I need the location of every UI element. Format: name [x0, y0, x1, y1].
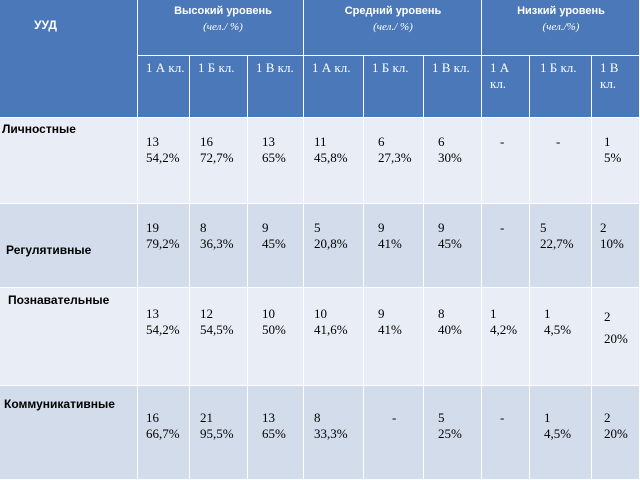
row-label-cell: Коммуникативные: [0, 386, 138, 480]
data-cell: 12 54,5%: [190, 288, 248, 386]
data-cell: 13 65%: [248, 386, 304, 480]
data-cell: 5 22,7%: [530, 204, 592, 288]
level-header-high: Высокий уровень (чел./ %): [138, 0, 304, 56]
data-cell: 9 41%: [364, 288, 424, 386]
data-cell: 10 50%: [248, 288, 304, 386]
data-cell: 6 30%: [424, 118, 482, 204]
data-cell: 9 41%: [364, 204, 424, 288]
data-cell: 1 4,5%: [530, 386, 592, 480]
data-cell: 10 41,6%: [304, 288, 364, 386]
class-header: 1 Б кл.: [190, 56, 248, 118]
data-cell: 9 45%: [248, 204, 304, 288]
data-cell: -: [364, 386, 424, 480]
class-header: 1 В кл.: [592, 56, 640, 118]
level-header-mid: Средний уровень (чел./ %): [304, 0, 482, 56]
class-header: 1 В кл.: [248, 56, 304, 118]
level-title-high: Высокий уровень (чел./ %): [174, 5, 272, 33]
class-header: 1 А кл.: [138, 56, 190, 118]
data-cell: 16 72,7%: [190, 118, 248, 204]
data-cell: -: [482, 386, 530, 480]
class-header: 1 Б кл.: [530, 56, 592, 118]
data-cell: 13 65%: [248, 118, 304, 204]
row-label: Коммуникативные: [4, 397, 115, 411]
row-label: Познавательные: [8, 293, 110, 307]
data-cell: 5 20,8%: [304, 204, 364, 288]
data-cell: 21 95,5%: [190, 386, 248, 480]
data-cell: 1 4,2%: [482, 288, 530, 386]
data-cell: 2 10%: [592, 204, 640, 288]
class-header: 1 Б кл.: [364, 56, 424, 118]
data-cell: -: [482, 118, 530, 204]
corner-header-cell: УУД: [0, 0, 138, 118]
data-cell: 8 33,3%: [304, 386, 364, 480]
level-title-mid: Средний уровень (чел./ %): [344, 5, 442, 33]
row-label-cell: Регулятивные: [0, 204, 138, 288]
data-cell: -: [482, 204, 530, 288]
data-cell: -: [530, 118, 592, 204]
row-label: Личностные: [2, 122, 76, 136]
data-cell: 13 54,2%: [138, 288, 190, 386]
data-cell: 8 40%: [424, 288, 482, 386]
data-cell: 1 4,5%: [530, 288, 592, 386]
data-cell: 6 27,3%: [364, 118, 424, 204]
row-label-cell: Личностные: [0, 118, 138, 204]
corner-label: УУД: [34, 18, 57, 32]
data-cell: 16 66,7%: [138, 386, 190, 480]
data-cell: 11 45,8%: [304, 118, 364, 204]
data-cell: 1 5%: [592, 118, 640, 204]
data-cell: 5 25%: [424, 386, 482, 480]
data-cell: 13 54,2%: [138, 118, 190, 204]
class-header: 1 В кл.: [424, 56, 482, 118]
class-header: 1 А кл.: [482, 56, 530, 118]
data-cell: 8 36,3%: [190, 204, 248, 288]
data-cell: 2 20%: [592, 386, 640, 480]
level-title-low: Низкий уровень (чел./%): [517, 5, 605, 33]
row-label-cell: Познавательные: [0, 288, 138, 386]
level-header-low: Низкий уровень (чел./%): [482, 0, 640, 56]
data-cell: 9 45%: [424, 204, 482, 288]
data-cell: 19 79,2%: [138, 204, 190, 288]
data-cell: 2 20%: [592, 288, 640, 386]
row-label: Регулятивные: [6, 243, 92, 257]
class-header: 1 А кл.: [304, 56, 364, 118]
